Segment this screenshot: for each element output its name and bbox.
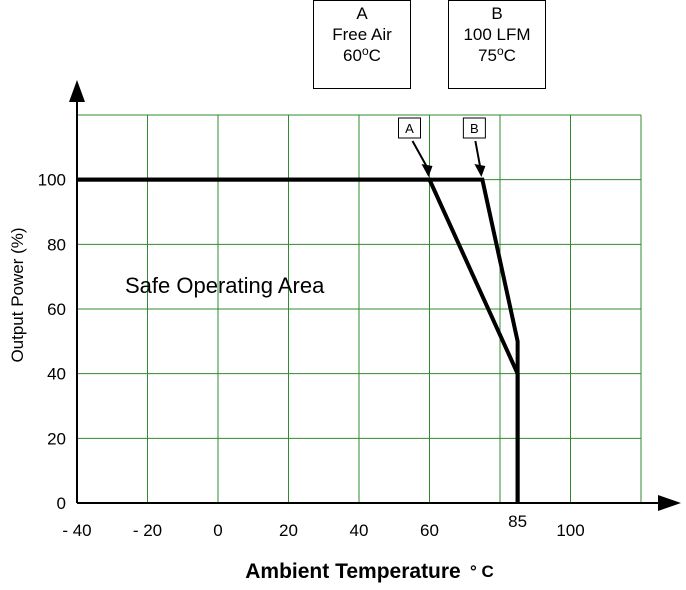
x-tick-label: 0	[213, 521, 222, 540]
tick-labels: - 40 - 20 0 20 40 60 85 100 0 20 40 60 80 100	[38, 171, 585, 540]
legend-box-b: B 100 LFM 75oC	[448, 0, 546, 89]
marker-label-a: A	[405, 121, 414, 136]
legend-b-condition: 100 LFM	[463, 25, 531, 44]
legend-b-temp: 75oC	[478, 44, 516, 65]
x-tick-label: - 40	[62, 521, 91, 540]
y-tick-label: 80	[47, 235, 66, 254]
marker-arrowhead	[474, 164, 486, 177]
marker-box-b	[462, 117, 486, 139]
marker-arrowhead	[421, 164, 433, 177]
legend-box-a: A Free Air 60oC	[313, 0, 411, 89]
y-tick-label: 0	[57, 494, 66, 513]
x-tick-label: - 20	[133, 521, 162, 540]
marker-arrow-line	[411, 140, 429, 169]
marker-label-b: B	[470, 121, 479, 136]
x-tick-label: 85	[508, 512, 527, 531]
marker-arrow-line	[474, 140, 482, 169]
marker-box-a	[398, 117, 421, 139]
x-tick-label: 60	[420, 521, 439, 540]
y-axis-label: Output Power (%)	[8, 227, 27, 362]
legend-a-letter: A	[356, 4, 368, 23]
axes	[69, 80, 681, 511]
y-tick-label: 60	[47, 300, 66, 319]
y-tick-label: 100	[38, 171, 66, 190]
safe-operating-area-label: Safe Operating Area	[125, 273, 325, 298]
x-axis-unit: ° C	[470, 562, 494, 581]
legend-a-temp: 60oC	[343, 44, 381, 65]
grid	[77, 114, 642, 503]
x-axis-label: Ambient Temperature	[245, 560, 461, 583]
x-tick-label: 20	[279, 521, 298, 540]
x-axis-arrow	[658, 495, 681, 511]
x-tick-label: 100	[556, 521, 584, 540]
y-tick-label: 40	[47, 365, 66, 384]
y-tick-label: 20	[47, 429, 66, 448]
series-line-b	[77, 177, 520, 503]
series-line-a	[77, 177, 520, 503]
y-axis-arrow	[69, 80, 85, 102]
legend-a-condition: Free Air	[332, 25, 392, 44]
series-lines	[77, 177, 520, 503]
legend-b-letter: B	[491, 4, 503, 23]
x-tick-label: 40	[350, 521, 369, 540]
